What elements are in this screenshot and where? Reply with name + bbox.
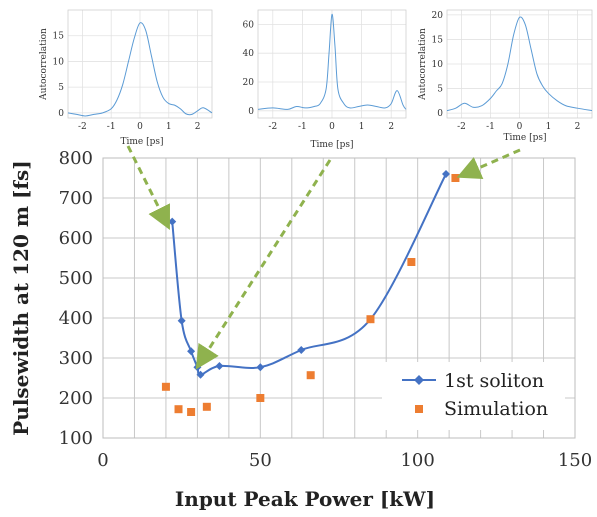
inset-x-tick-label: 2 (388, 122, 394, 132)
inset-x-tick-label: 1 (166, 122, 172, 132)
inset-autocorrelation-trace (446, 16, 593, 112)
legend-label-1st-soliton: 1st soliton (444, 370, 544, 392)
inset-y-tick-label: 0 (437, 109, 443, 119)
annotation-arrow (126, 145, 170, 231)
inset-y-tick-label: 60 (243, 20, 255, 30)
inset-x-tick-label: -2 (268, 122, 277, 132)
inset-y-axis-label: Autocorrelation (39, 28, 49, 101)
inset-x-axis-label: Time [ps] (120, 137, 163, 147)
inset-y-tick-label: 15 (432, 35, 444, 45)
data-point-1st-soliton (256, 363, 265, 372)
data-point-simulation (306, 371, 315, 380)
main-x-tick-labels: 0 50 100 150 (97, 450, 592, 471)
main-y-axis-label: Pulsewidth at 120 m [fs] (9, 160, 33, 436)
inset-x-tick-label: 2 (575, 122, 581, 132)
inset-x-tick-label: 0 (329, 122, 335, 132)
legend-marker-simulation (415, 405, 423, 413)
data-point-1st-soliton (196, 370, 205, 379)
inset-y-axis-label: Autocorrelation (418, 28, 428, 101)
y-tick-label: 300 (59, 348, 93, 369)
y-tick-label: 200 (59, 388, 93, 409)
data-point-1st-soliton (177, 316, 186, 325)
data-point-1st-soliton (187, 347, 196, 356)
y-tick-label: 400 (59, 308, 93, 329)
inset-chart-1: -2 -1 0 1 2 0 5 10 15 Time [ps] Autocorrelation (39, 9, 213, 147)
data-point-simulation (451, 174, 460, 182)
inset-frame (257, 9, 407, 119)
inset-frame (67, 9, 213, 119)
data-point-simulation (161, 382, 170, 391)
inset-x-tick-label: -2 (457, 122, 466, 132)
data-point-simulation (256, 394, 265, 402)
legend-marker-1st-soliton (414, 375, 424, 385)
data-point-simulation (187, 408, 196, 416)
annotation-arrow (195, 159, 332, 370)
inset-x-tick-label: -2 (78, 122, 87, 132)
inset-x-axis-label: Time [ps] (503, 133, 546, 143)
inset-autocorrelation-trace (257, 13, 407, 110)
main-plot-frame (102, 157, 576, 439)
x-tick-label: 150 (558, 450, 592, 471)
inset-x-tick-label: 2 (195, 122, 201, 132)
x-tick-label: 0 (97, 450, 108, 471)
inset-y-tick-label: 10 (432, 60, 444, 70)
inset-x-tick-label: -1 (107, 122, 116, 132)
inset-y-tick-label: 40 (243, 49, 255, 59)
inset-x-tick-label: -1 (486, 122, 495, 132)
data-point-simulation (366, 315, 375, 324)
inset-y-tick-label: 20 (432, 11, 444, 21)
x-tick-label: 100 (400, 450, 434, 471)
inset-y-tick-label: 10 (53, 57, 65, 67)
inset-y-tick-label: 0 (248, 107, 254, 117)
inset-y-tick-label: 0 (58, 109, 64, 119)
inset-x-tick-label: -1 (298, 122, 307, 132)
inset-frame (446, 9, 593, 119)
data-point-1st-soliton (215, 362, 224, 370)
inset-y-tick-label: 5 (437, 85, 443, 95)
main-series (161, 170, 460, 416)
legend: 1st soliton Simulation (382, 362, 565, 430)
inset-y-tick-label: 5 (58, 83, 64, 93)
y-tick-label: 700 (59, 188, 93, 209)
inset-x-tick-label: 0 (517, 122, 523, 132)
inset-x-tick-label: 1 (359, 122, 365, 132)
main-y-tick-labels: 100 200 300 400 500 600 700 800 (59, 148, 93, 449)
annotation-arrows (126, 145, 521, 370)
inset-x-tick-label: 0 (137, 122, 143, 132)
data-point-simulation (202, 402, 211, 411)
inset-x-axis-label: Time [ps] (310, 140, 353, 150)
data-point-simulation (174, 405, 183, 414)
data-point-1st-soliton (441, 170, 450, 178)
data-point-1st-soliton (297, 346, 306, 354)
inset-y-tick-label: 15 (53, 32, 65, 42)
main-x-axis-label: Input Peak Power [kW] (175, 487, 435, 511)
data-point-simulation (407, 258, 416, 266)
inset-autocorrelation-trace (67, 22, 213, 117)
y-tick-label: 800 (59, 148, 93, 169)
y-tick-label: 500 (59, 268, 93, 289)
y-tick-label: 100 (59, 428, 93, 449)
data-point-1st-soliton (168, 217, 177, 226)
data-point-1st-soliton (193, 363, 202, 372)
inset-x-tick-label: 1 (546, 122, 552, 132)
inset-y-tick-label: 20 (243, 78, 255, 88)
legend-box (382, 362, 565, 430)
legend-label-simulation: Simulation (444, 398, 548, 420)
main-chart: 100 200 300 400 500 600 700 800 0 50 100 150 Pulse… (9, 148, 592, 511)
y-tick-label: 600 (59, 228, 93, 249)
x-tick-label: 50 (249, 450, 272, 471)
annotation-arrow (456, 148, 521, 180)
